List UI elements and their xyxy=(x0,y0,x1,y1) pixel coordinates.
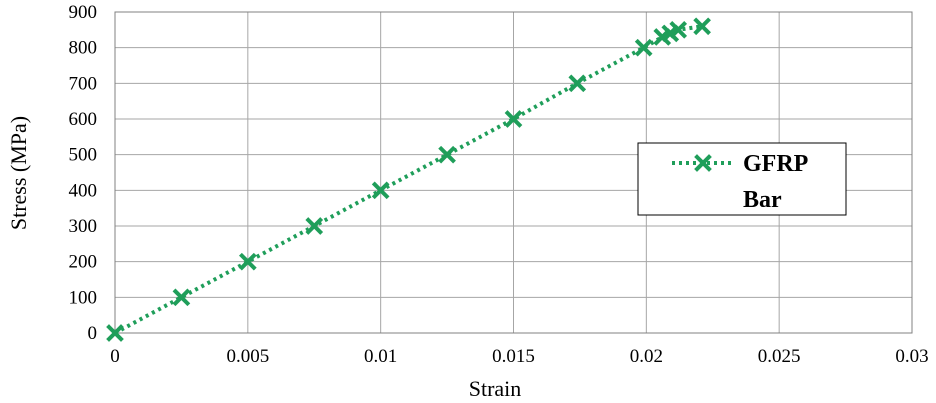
data-point xyxy=(239,252,257,271)
y-tick-label: 0 xyxy=(88,323,98,344)
y-tick-label: 200 xyxy=(69,252,98,273)
legend-marker-icon xyxy=(694,154,712,172)
x-axis-tick-labels: 0 0.005 0.01 0.015 0.02 0.025 0.03 xyxy=(110,346,928,367)
x-tick-label: 0.01 xyxy=(364,346,397,367)
y-tick-label: 400 xyxy=(69,180,98,201)
x-tick-label: 0.025 xyxy=(758,346,801,367)
data-point xyxy=(504,110,523,128)
data-point xyxy=(371,181,390,200)
y-tick-label: 100 xyxy=(69,287,98,308)
y-tick-label: 500 xyxy=(69,145,98,166)
legend-marker xyxy=(694,154,712,172)
data-point xyxy=(106,324,124,342)
y-tick-label: 800 xyxy=(69,38,98,59)
x-tick-label: 0.015 xyxy=(492,346,535,367)
data-point xyxy=(669,21,688,39)
data-point xyxy=(438,145,456,164)
data-point xyxy=(634,38,653,57)
legend: GFRP Bar xyxy=(637,142,847,216)
series-layer xyxy=(106,17,711,342)
data-point xyxy=(568,74,587,93)
legend-label-line-1: GFRP xyxy=(743,151,808,177)
y-tick-label: 600 xyxy=(69,109,98,130)
y-tick-label: 700 xyxy=(69,73,98,94)
x-tick-label: 0.005 xyxy=(226,346,269,367)
data-point xyxy=(172,288,191,307)
x-tick-label: 0 xyxy=(110,346,120,367)
plot-area-border xyxy=(114,11,913,334)
legend-box xyxy=(637,142,847,216)
legend-label-line-2: Bar xyxy=(743,187,782,213)
x-tick-label: 0.03 xyxy=(895,346,928,367)
y-tick-label: 300 xyxy=(69,216,98,237)
x-tick-label: 0.02 xyxy=(630,346,663,367)
y-axis-tick-labels: 0 100 200 300 400 500 600 700 800 900 xyxy=(69,2,98,344)
data-point xyxy=(661,24,680,43)
data-point xyxy=(305,217,324,235)
x-axis-title: Strain xyxy=(469,376,522,401)
y-tick-label: 900 xyxy=(69,2,98,23)
data-point xyxy=(693,17,711,36)
y-axis-title: Stress (MPa) xyxy=(6,116,31,230)
data-point xyxy=(653,28,672,46)
